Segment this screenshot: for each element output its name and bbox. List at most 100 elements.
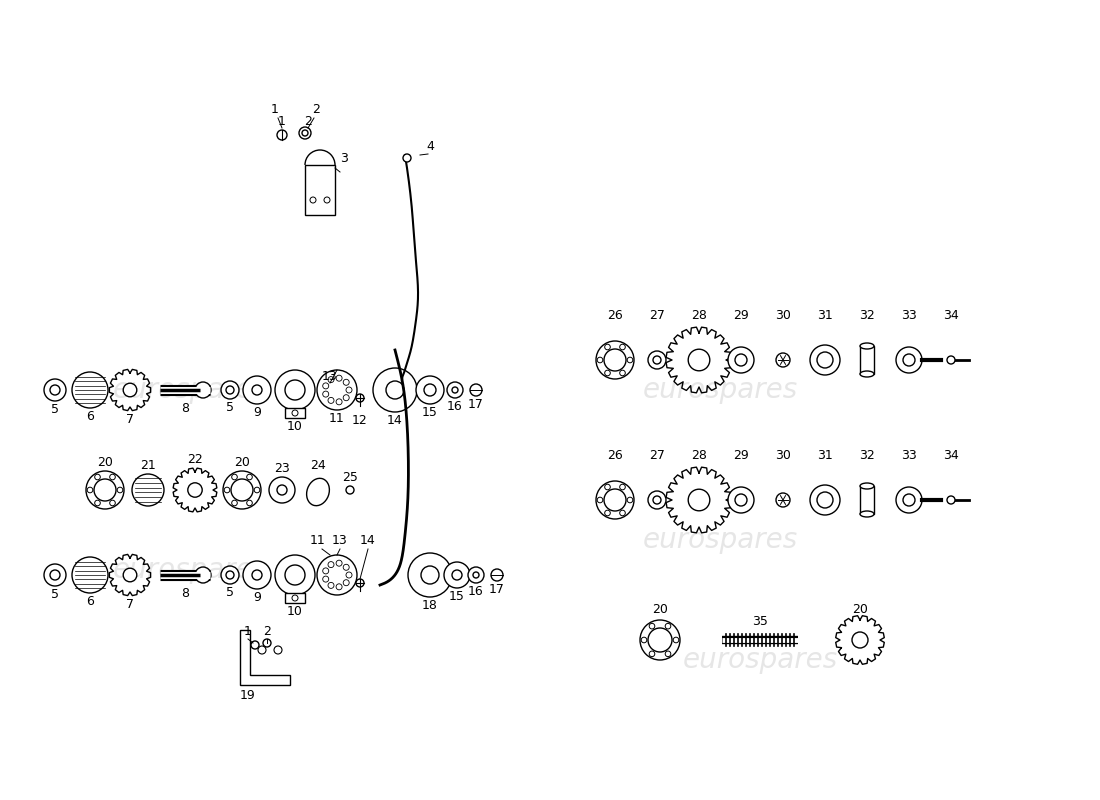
Circle shape	[597, 357, 603, 363]
Bar	[285, 593, 305, 603]
Circle shape	[653, 496, 661, 504]
Text: 11: 11	[310, 534, 326, 547]
Text: 26: 26	[607, 449, 623, 462]
Circle shape	[275, 555, 315, 595]
Circle shape	[337, 375, 342, 381]
Text: 3: 3	[340, 152, 348, 165]
Text: 16: 16	[447, 400, 463, 413]
Circle shape	[452, 570, 462, 580]
Text: 5: 5	[226, 586, 234, 599]
Text: 7: 7	[126, 598, 134, 611]
Text: 20: 20	[852, 603, 868, 616]
Circle shape	[123, 568, 136, 582]
Text: 9: 9	[253, 406, 261, 419]
Circle shape	[403, 154, 411, 162]
Text: 10: 10	[287, 420, 303, 433]
Circle shape	[776, 353, 790, 367]
Circle shape	[246, 500, 252, 506]
Text: 26: 26	[607, 309, 623, 322]
Circle shape	[947, 356, 955, 364]
Circle shape	[605, 370, 610, 376]
Text: 31: 31	[817, 449, 833, 462]
Circle shape	[817, 352, 833, 368]
Circle shape	[243, 561, 271, 589]
Text: 10: 10	[287, 605, 303, 618]
Text: eurospares: eurospares	[112, 376, 267, 404]
Circle shape	[491, 569, 503, 581]
Circle shape	[896, 347, 922, 373]
Circle shape	[640, 620, 680, 660]
Circle shape	[852, 632, 868, 648]
Text: 8: 8	[182, 587, 189, 600]
Text: 24: 24	[310, 459, 326, 472]
Circle shape	[468, 567, 484, 583]
Text: 6: 6	[86, 595, 94, 608]
Circle shape	[232, 500, 238, 506]
Circle shape	[232, 474, 238, 480]
Circle shape	[195, 382, 211, 398]
Circle shape	[223, 471, 261, 509]
Text: eurospares: eurospares	[642, 526, 798, 554]
Text: 15: 15	[422, 406, 438, 419]
Circle shape	[302, 130, 308, 136]
Circle shape	[452, 387, 458, 393]
Text: 13: 13	[332, 534, 348, 547]
Text: 12: 12	[352, 414, 367, 427]
Circle shape	[619, 484, 625, 490]
Text: 20: 20	[234, 456, 250, 469]
Circle shape	[337, 584, 342, 590]
Text: 4: 4	[426, 140, 433, 153]
Circle shape	[470, 384, 482, 396]
Circle shape	[337, 399, 342, 405]
Circle shape	[118, 487, 123, 493]
Circle shape	[386, 381, 404, 399]
Circle shape	[277, 485, 287, 495]
Circle shape	[689, 489, 710, 511]
Circle shape	[44, 564, 66, 586]
Circle shape	[328, 562, 334, 568]
Text: 1: 1	[244, 625, 252, 638]
Text: 15: 15	[449, 590, 465, 603]
Ellipse shape	[860, 371, 875, 377]
Circle shape	[810, 485, 840, 515]
Circle shape	[226, 571, 234, 579]
Text: 19: 19	[240, 689, 256, 702]
Text: 6: 6	[86, 410, 94, 423]
Ellipse shape	[860, 343, 875, 349]
Circle shape	[653, 356, 661, 364]
Text: 17: 17	[469, 398, 484, 411]
Circle shape	[346, 387, 352, 393]
Circle shape	[50, 570, 60, 580]
Circle shape	[110, 474, 115, 480]
Circle shape	[95, 500, 100, 506]
Ellipse shape	[860, 511, 875, 517]
Text: 25: 25	[342, 471, 358, 484]
Text: 34: 34	[943, 309, 959, 322]
Circle shape	[224, 487, 230, 493]
Text: 11: 11	[329, 412, 345, 425]
Circle shape	[243, 376, 271, 404]
Text: 20: 20	[652, 603, 668, 616]
Circle shape	[810, 345, 840, 375]
Circle shape	[346, 572, 352, 578]
Circle shape	[735, 494, 747, 506]
Circle shape	[292, 595, 298, 601]
Circle shape	[322, 391, 329, 397]
Bar	[860, 346, 875, 374]
Text: 8: 8	[182, 402, 189, 415]
Circle shape	[246, 474, 252, 480]
Circle shape	[666, 623, 671, 629]
Text: 29: 29	[733, 449, 749, 462]
Circle shape	[373, 368, 417, 412]
Text: 2: 2	[312, 103, 320, 116]
Circle shape	[356, 394, 364, 402]
Circle shape	[258, 646, 266, 654]
Circle shape	[666, 651, 671, 657]
Circle shape	[188, 482, 202, 497]
Circle shape	[648, 351, 666, 369]
Circle shape	[416, 376, 444, 404]
Circle shape	[605, 510, 610, 516]
Circle shape	[94, 479, 115, 501]
Circle shape	[903, 354, 915, 366]
Circle shape	[277, 130, 287, 140]
